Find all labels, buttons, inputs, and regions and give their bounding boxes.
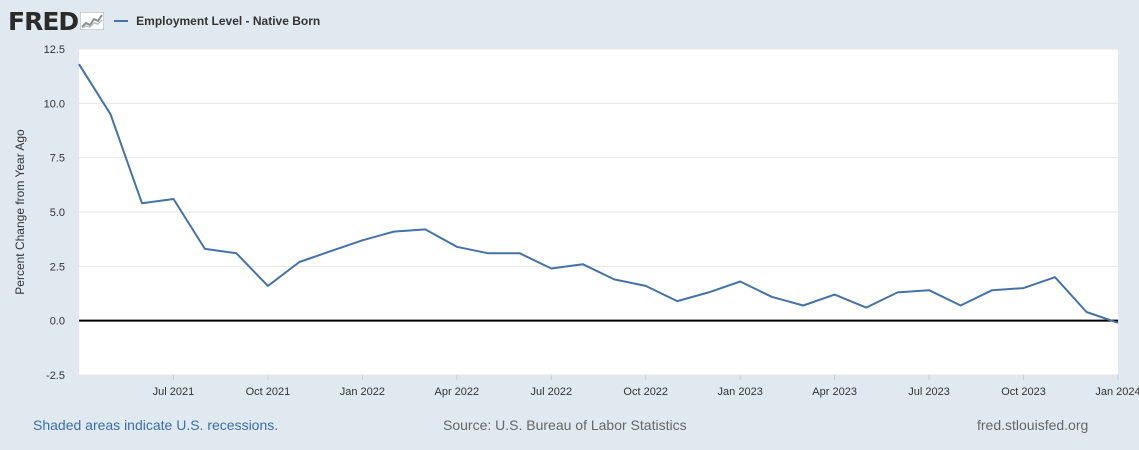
- y-axis-title: Percent Change from Year Ago: [13, 129, 27, 295]
- x-tick-label: Jan 2023: [718, 386, 763, 398]
- x-tick-label: Apr 2023: [812, 386, 857, 398]
- x-axis-ticks: Jul 2021 Oct 2021 Jan 2022 Apr 2022 Jul 2022…: [153, 375, 1139, 398]
- source-text: Source: U.S. Bureau of Labor Statistics: [443, 417, 687, 433]
- fred-logo[interactable]: FRED: [8, 6, 105, 36]
- legend-swatch: [114, 20, 129, 22]
- x-tick-label: Oct 2023: [1001, 386, 1046, 398]
- y-tick-label: 7.5: [50, 153, 65, 165]
- series-line[interactable]: [78, 63, 1119, 324]
- y-tick-label: 12.5: [44, 44, 65, 56]
- legend-series-label: Employment Level - Native Born: [136, 14, 321, 28]
- grid-lines: [79, 48, 1118, 376]
- y-tick-label: 0.0: [50, 316, 65, 328]
- sparkline-chart-icon: [80, 12, 105, 30]
- x-tick-label: Jan 2024: [1095, 386, 1139, 398]
- y-axis-ticks: 12.5 10.0 7.5 5.0 2.5 0.0 -2.5: [44, 44, 65, 382]
- chart-header: FRED Employment Level - Native Born: [8, 6, 320, 36]
- x-tick-label: Jul 2022: [530, 386, 572, 398]
- y-tick-label: -2.5: [46, 370, 65, 382]
- y-tick-label: 2.5: [50, 261, 65, 273]
- x-tick-label: Apr 2022: [434, 386, 479, 398]
- site-link[interactable]: fred.stlouisfed.org: [977, 417, 1089, 433]
- data-points: [78, 64, 1119, 323]
- x-tick-label: Oct 2022: [623, 386, 668, 398]
- recession-note-link[interactable]: Shaded areas indicate U.S. recessions.: [33, 417, 279, 433]
- x-tick-label: Oct 2021: [246, 386, 291, 398]
- legend[interactable]: Employment Level - Native Born: [114, 14, 320, 28]
- x-tick-label: Jul 2021: [153, 386, 195, 398]
- x-tick-label: Jul 2023: [908, 386, 950, 398]
- fred-logo-text: FRED: [8, 6, 79, 36]
- y-tick-label: 5.0: [50, 207, 65, 219]
- y-tick-label: 10.0: [44, 98, 65, 110]
- x-tick-label: Jan 2022: [340, 386, 385, 398]
